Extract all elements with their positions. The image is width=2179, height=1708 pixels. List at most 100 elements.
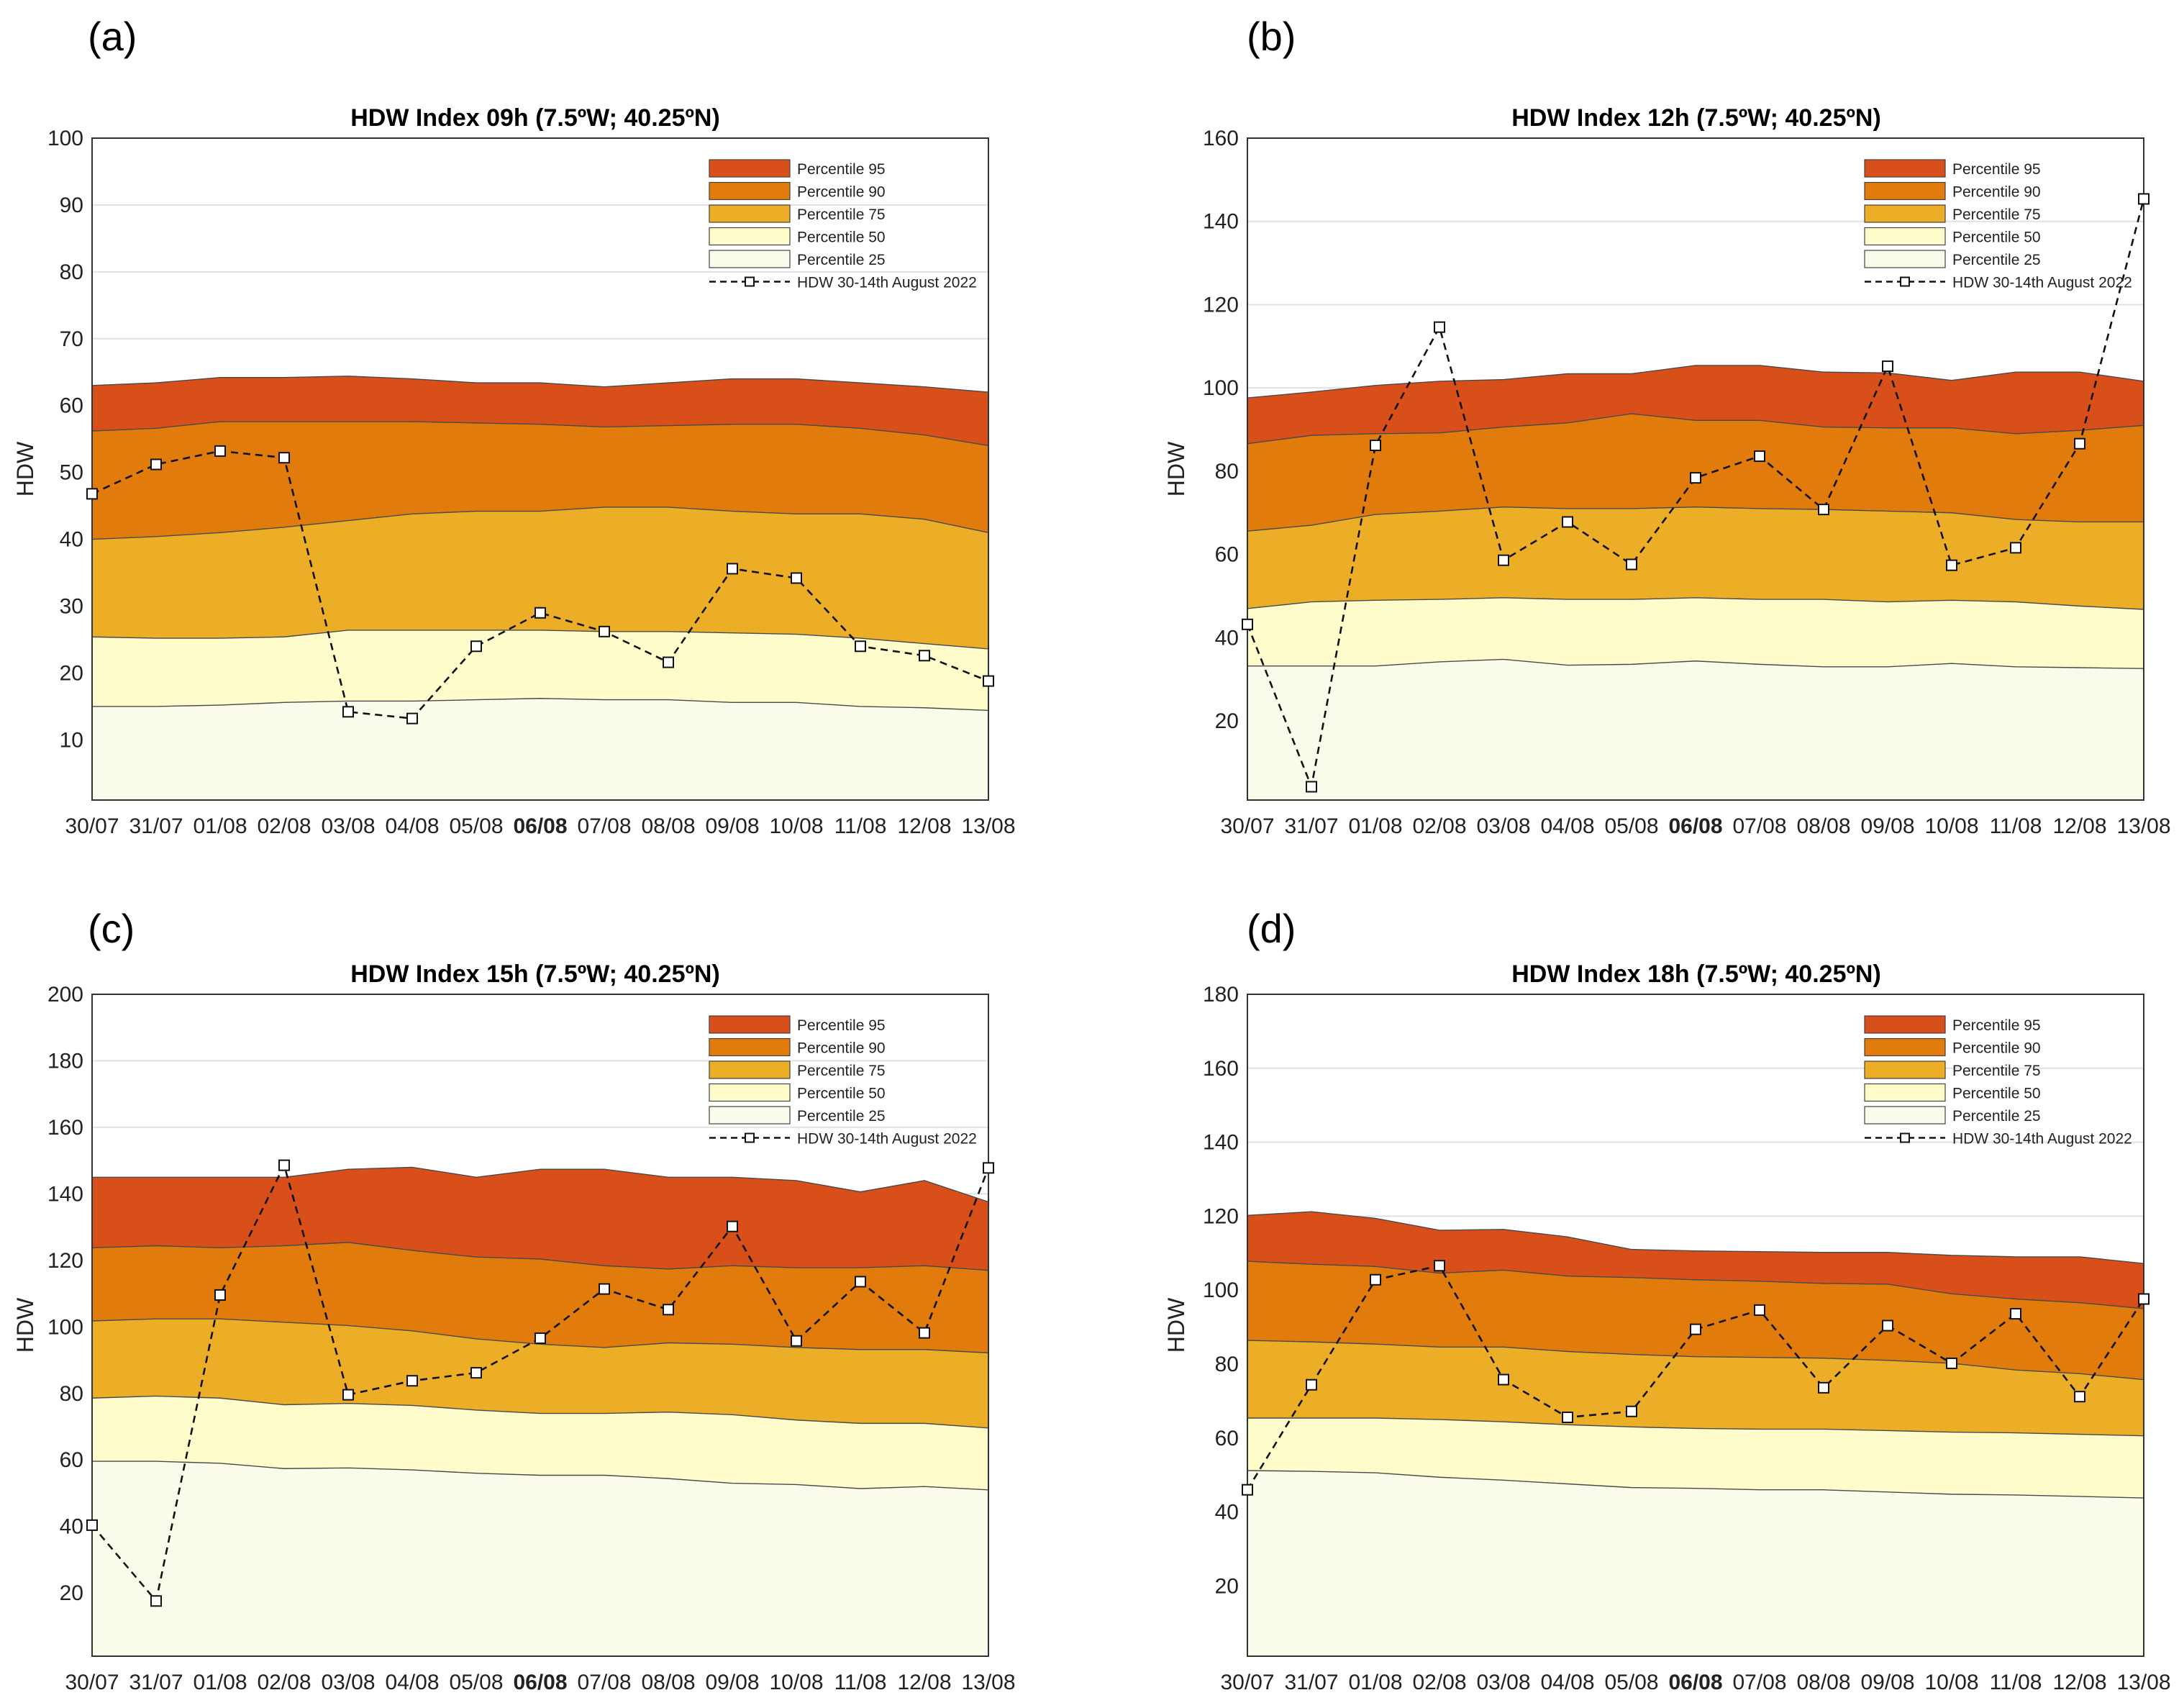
hdw-point xyxy=(534,607,546,619)
legend-swatch xyxy=(709,181,791,201)
hdw-point xyxy=(1306,1378,1317,1391)
x-tick-label: 02/08 xyxy=(257,1671,311,1694)
x-tick-label: 03/08 xyxy=(1476,1671,1530,1694)
panel-label: (d) xyxy=(1247,906,1296,951)
y-tick-label: 120 xyxy=(1203,293,1239,317)
band-edge-p75 xyxy=(91,507,989,540)
y-tick-label: 20 xyxy=(1215,1574,1239,1598)
y-tick-label: 70 xyxy=(60,327,83,351)
hdw-point xyxy=(214,1289,226,1301)
legend: Percentile 95 Percentile 90 Percentile 75 P… xyxy=(1864,1015,2132,1148)
y-tick-label: 60 xyxy=(1215,1427,1239,1450)
hdw-point xyxy=(663,1304,674,1316)
y-tick-label: 50 xyxy=(60,461,83,485)
panel-c: (c) HDW Index 15h (7.5ºW; 40.25ºN) HDW 2… xyxy=(12,906,1016,1694)
hdw-point xyxy=(2010,542,2021,554)
band-edge-p90 xyxy=(1247,413,2144,445)
y-tick-label: 40 xyxy=(1215,1501,1239,1525)
legend-swatch xyxy=(1864,181,1946,201)
legend-label: Percentile 25 xyxy=(1952,1108,2041,1125)
x-tick-label: 31/07 xyxy=(129,814,183,838)
y-tick-label: 140 xyxy=(47,1182,83,1206)
band-area-p25 xyxy=(1247,659,2144,800)
legend-label: Percentile 50 xyxy=(797,1086,886,1102)
x-tick-label: 07/08 xyxy=(577,1671,631,1694)
legend-swatch xyxy=(709,1015,791,1034)
hdw-point xyxy=(534,1332,546,1345)
hdw-point xyxy=(278,452,290,464)
x-tick-label: 02/08 xyxy=(257,814,311,838)
hdw-point xyxy=(1434,1260,1445,1272)
hdw-point xyxy=(2010,1308,2021,1320)
legend: Percentile 95 Percentile 90 Percentile 75 P… xyxy=(1864,159,2132,291)
x-tick-label: 07/08 xyxy=(1732,1671,1786,1694)
legend: Percentile 95 Percentile 90 Percentile 75 P… xyxy=(709,1015,977,1148)
x-tick-label: 13/08 xyxy=(2116,814,2170,838)
hdw-point xyxy=(1754,1304,1765,1316)
hdw-point xyxy=(727,563,738,575)
band-area-p25 xyxy=(92,698,988,800)
hdw-point xyxy=(1754,450,1765,463)
hdw-point xyxy=(214,445,226,457)
x-tick-label: 06/08 xyxy=(1668,814,1722,838)
x-tick-label: 07/08 xyxy=(1732,814,1786,838)
legend-swatch xyxy=(1864,204,1946,223)
x-tick-label: 04/08 xyxy=(1540,814,1594,838)
x-tick-label: 04/08 xyxy=(385,814,439,838)
x-tick-label: 11/08 xyxy=(834,814,887,838)
y-tick-label: 100 xyxy=(47,127,83,150)
legend-label: Percentile 75 xyxy=(1952,206,2041,223)
x-tick-label: 11/08 xyxy=(1990,814,2042,838)
axes-box xyxy=(1247,137,2144,801)
hdw-point xyxy=(2074,437,2085,450)
hdw-point xyxy=(791,1335,802,1347)
legend-swatch xyxy=(1864,227,1946,246)
legend-label: Percentile 90 xyxy=(1952,184,2041,201)
legend-swatch xyxy=(1864,1106,1946,1125)
legend-swatch xyxy=(709,1106,791,1125)
x-tick-label: 03/08 xyxy=(321,1671,375,1694)
y-axis-label: HDW xyxy=(12,1297,38,1353)
y-tick-label: 100 xyxy=(1203,1278,1239,1302)
legend-label: Percentile 95 xyxy=(1952,161,2041,178)
x-tick-label: 30/07 xyxy=(65,1671,119,1694)
legend-swatch xyxy=(709,1083,791,1102)
hdw-point xyxy=(406,712,418,724)
hdw-point xyxy=(278,1159,290,1171)
band-area-p25 xyxy=(92,1461,988,1656)
x-tick-label: 02/08 xyxy=(1412,814,1466,838)
hdw-point xyxy=(1946,1357,1957,1369)
x-tick-label: 09/08 xyxy=(705,1671,759,1694)
hdw-point xyxy=(1242,618,1253,630)
hdw-point xyxy=(470,640,482,653)
legend-swatch xyxy=(709,250,791,268)
y-tick-label: 40 xyxy=(60,528,83,552)
x-tick-label: 30/07 xyxy=(1220,1671,1274,1694)
band-edge-p50 xyxy=(1247,597,2144,610)
x-tick-label: 12/08 xyxy=(2052,814,2106,838)
x-tick-label: 30/07 xyxy=(65,814,119,838)
band-edge-p25 xyxy=(92,1461,989,1491)
plot-area: 20 40 60 80 100 120 140 160 180 200 30/07 31/07 01/0… xyxy=(47,983,1016,1694)
axes-box xyxy=(91,137,989,801)
x-tick-label: 01/08 xyxy=(193,1671,247,1694)
hdw-point xyxy=(1242,1484,1253,1496)
y-axis-label: HDW xyxy=(1163,1297,1189,1353)
x-tick-label: 13/08 xyxy=(961,814,1015,838)
legend-label: HDW 30-14th August 2022 xyxy=(1952,275,2132,291)
hdw-point xyxy=(1562,516,1573,528)
x-tick-label: 10/08 xyxy=(769,814,823,838)
hdw-point xyxy=(86,488,98,500)
y-tick-label: 20 xyxy=(1215,709,1239,733)
panel-label: (a) xyxy=(88,14,137,59)
legend-label: HDW 30-14th August 2022 xyxy=(1952,1131,2132,1148)
band-edge-p95 xyxy=(92,1166,989,1203)
legend-swatch xyxy=(1864,1037,1946,1057)
legend-label: Percentile 90 xyxy=(1952,1040,2041,1057)
legend-swatch xyxy=(709,1037,791,1057)
x-tick-label: 10/08 xyxy=(1924,1671,1978,1694)
x-tick-label: 09/08 xyxy=(705,814,759,838)
legend-swatch xyxy=(709,1060,791,1079)
hdw-point xyxy=(599,625,610,637)
